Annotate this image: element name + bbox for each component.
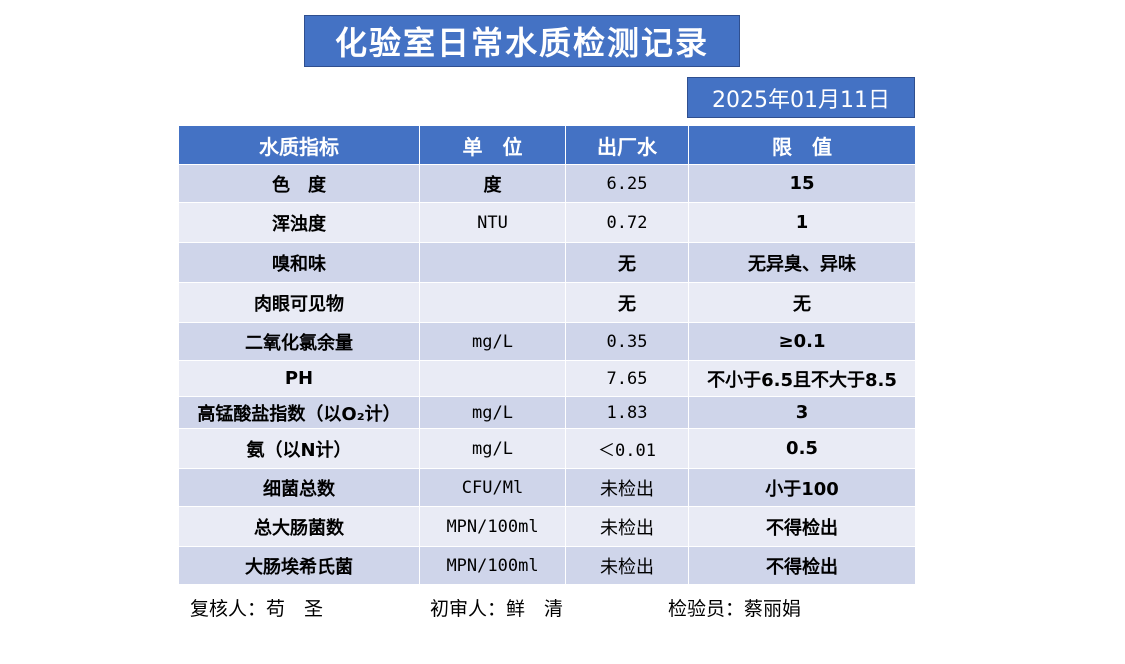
value-cell: 0.35 (565, 322, 689, 361)
indicator-cell: 肉眼可见物 (178, 282, 420, 323)
header-unit: 单 位 (419, 125, 566, 165)
unit-cell (419, 242, 566, 283)
header-indicator: 水质指标 (178, 125, 420, 165)
limit-cell: 0.5 (688, 428, 916, 469)
value-cell: 未检出 (565, 468, 689, 507)
value-cell: ＜0.01 (565, 428, 689, 469)
limit-cell: 15 (688, 164, 916, 203)
table-row: 细菌总数 CFU/Ml 未检出 小于100 (178, 468, 916, 507)
limit-cell: 不小于6.5且不大于8.5 (688, 360, 916, 397)
indicator-cell: 色 度 (178, 164, 420, 203)
page-title: 化验室日常水质检测记录 (304, 15, 740, 67)
water-quality-table: 水质指标 单 位 出厂水 限 值 色 度 度 6.25 15 浑浊度 NTU 0… (178, 125, 916, 585)
limit-cell: ≥0.1 (688, 322, 916, 361)
indicator-cell: 总大肠菌数 (178, 506, 420, 547)
indicator-cell: PH (178, 360, 420, 397)
table-row: 高锰酸盐指数（以O₂计） mg/L 1.83 3 (178, 396, 916, 429)
indicator-cell: 二氧化氯余量 (178, 322, 420, 361)
value-cell: 6.25 (565, 164, 689, 203)
header-limit: 限 值 (688, 125, 916, 165)
table-header-row: 水质指标 单 位 出厂水 限 值 (178, 125, 916, 165)
limit-cell: 不得检出 (688, 546, 916, 585)
table-row: 嗅和味 无 无异臭、异味 (178, 242, 916, 283)
table-row: 二氧化氯余量 mg/L 0.35 ≥0.1 (178, 322, 916, 361)
limit-cell: 无 (688, 282, 916, 323)
limit-cell: 1 (688, 202, 916, 243)
table-row: 大肠埃希氏菌 MPN/100ml 未检出 不得检出 (178, 546, 916, 585)
indicator-cell: 高锰酸盐指数（以O₂计） (178, 396, 420, 429)
header-value: 出厂水 (565, 125, 689, 165)
value-cell: 无 (565, 242, 689, 283)
limit-cell: 3 (688, 396, 916, 429)
unit-cell: NTU (419, 202, 566, 243)
indicator-cell: 浑浊度 (178, 202, 420, 243)
unit-cell: mg/L (419, 396, 566, 429)
unit-cell: CFU/Ml (419, 468, 566, 507)
unit-cell: mg/L (419, 322, 566, 361)
unit-cell: 度 (419, 164, 566, 203)
limit-cell: 无异臭、异味 (688, 242, 916, 283)
unit-cell: MPN/100ml (419, 506, 566, 547)
table-row: 氨（以N计） mg/L ＜0.01 0.5 (178, 428, 916, 469)
unit-cell (419, 282, 566, 323)
table-row: 肉眼可见物 无 无 (178, 282, 916, 323)
table-row: PH 7.65 不小于6.5且不大于8.5 (178, 360, 916, 397)
table-row: 色 度 度 6.25 15 (178, 164, 916, 203)
value-cell: 无 (565, 282, 689, 323)
limit-cell: 小于100 (688, 468, 916, 507)
reviewer-signature: 复核人：苟 圣 (190, 598, 324, 620)
unit-cell: MPN/100ml (419, 546, 566, 585)
first-reviewer-signature: 初审人：鲜 清 (430, 598, 564, 620)
value-cell: 未检出 (565, 506, 689, 547)
value-cell: 未检出 (565, 546, 689, 585)
limit-cell: 不得检出 (688, 506, 916, 547)
indicator-cell: 氨（以N计） (178, 428, 420, 469)
indicator-cell: 嗅和味 (178, 242, 420, 283)
inspector-signature: 检验员：蔡丽娟 (668, 598, 802, 620)
table-row: 浑浊度 NTU 0.72 1 (178, 202, 916, 243)
value-cell: 0.72 (565, 202, 689, 243)
value-cell: 1.83 (565, 396, 689, 429)
indicator-cell: 细菌总数 (178, 468, 420, 507)
unit-cell: mg/L (419, 428, 566, 469)
value-cell: 7.65 (565, 360, 689, 397)
indicator-cell: 大肠埃希氏菌 (178, 546, 420, 585)
record-date: 2025年01月11日 (687, 77, 915, 118)
table-row: 总大肠菌数 MPN/100ml 未检出 不得检出 (178, 506, 916, 547)
unit-cell (419, 360, 566, 397)
